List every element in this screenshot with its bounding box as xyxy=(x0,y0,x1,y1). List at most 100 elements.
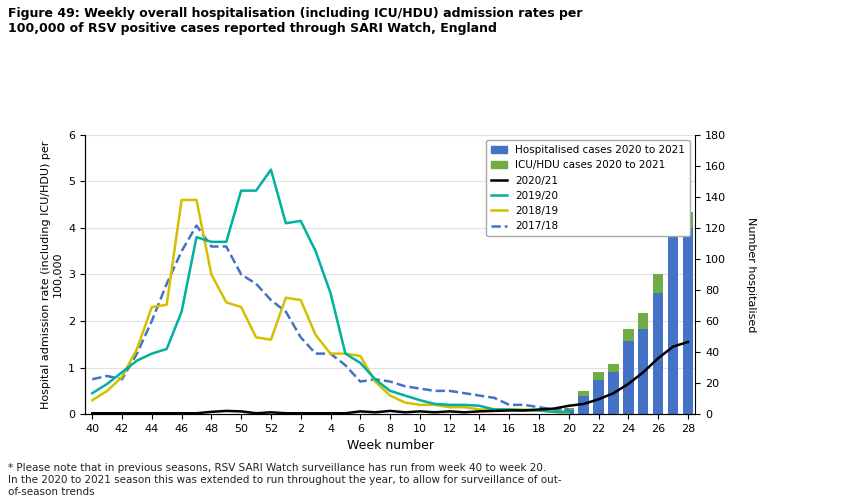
2018/19 xyxy=(519,407,529,413)
2020/21 xyxy=(653,355,663,361)
2017/18 xyxy=(296,334,306,340)
2018/19 xyxy=(355,353,365,359)
2020/21 xyxy=(176,410,187,416)
Bar xyxy=(668,177,678,192)
2020/21 xyxy=(549,406,559,412)
2019/20 xyxy=(489,407,499,413)
2017/18 xyxy=(519,402,529,408)
2020/21 xyxy=(608,390,618,396)
2017/18 xyxy=(355,379,365,385)
2019/20 xyxy=(206,239,216,245)
2017/18 xyxy=(236,271,246,277)
2018/19 xyxy=(117,374,127,380)
2020/21 xyxy=(296,410,306,416)
2020/21 xyxy=(534,407,544,413)
2019/20 xyxy=(564,409,574,415)
2017/18 xyxy=(102,373,112,379)
2020/21 xyxy=(385,408,395,414)
2018/19 xyxy=(504,407,514,413)
2017/18 xyxy=(400,383,410,389)
Y-axis label: Number hospitalised: Number hospitalised xyxy=(745,217,756,332)
Bar xyxy=(638,329,649,414)
2019/20 xyxy=(400,393,410,399)
2019/20 xyxy=(534,408,544,414)
Bar xyxy=(683,228,693,414)
2020/21 xyxy=(564,403,574,409)
2017/18 xyxy=(444,388,455,394)
2017/18 xyxy=(192,223,202,229)
Legend: Hospitalised cases 2020 to 2021, ICU/HDU cases 2020 to 2021, 2020/21, 2019/20, 2: Hospitalised cases 2020 to 2021, ICU/HDU… xyxy=(486,140,690,237)
2019/20 xyxy=(192,234,202,240)
2019/20 xyxy=(266,167,276,173)
Bar xyxy=(608,372,619,414)
2020/21 xyxy=(281,410,291,416)
2019/20 xyxy=(310,248,321,254)
2020/21 xyxy=(117,410,127,416)
X-axis label: Week number: Week number xyxy=(347,440,433,453)
2020/21 xyxy=(668,344,678,350)
2018/19 xyxy=(296,297,306,303)
Bar xyxy=(653,293,663,414)
Bar xyxy=(594,372,604,380)
2018/19 xyxy=(266,337,276,343)
Bar xyxy=(638,313,649,329)
2019/20 xyxy=(296,218,306,224)
2018/19 xyxy=(385,393,395,399)
2019/20 xyxy=(370,376,380,382)
2019/20 xyxy=(340,351,350,357)
2018/19 xyxy=(131,346,142,352)
2017/18 xyxy=(87,376,98,382)
2018/19 xyxy=(564,411,574,417)
2019/20 xyxy=(162,346,172,352)
Bar xyxy=(578,396,589,414)
2018/19 xyxy=(102,388,112,394)
2017/18 xyxy=(504,402,514,408)
2020/21 xyxy=(147,410,157,416)
2017/18 xyxy=(385,379,395,385)
2019/20 xyxy=(131,358,142,364)
2018/19 xyxy=(444,404,455,410)
2018/19 xyxy=(176,197,187,203)
2020/21 xyxy=(251,410,261,416)
2018/19 xyxy=(340,351,350,357)
2020/21 xyxy=(236,408,246,414)
2018/19 xyxy=(162,302,172,308)
Bar xyxy=(594,380,604,414)
2018/19 xyxy=(474,407,484,413)
2017/18 xyxy=(176,248,187,254)
2020/21 xyxy=(400,409,410,415)
2019/20 xyxy=(415,397,425,403)
2017/18 xyxy=(310,351,321,357)
2020/21 xyxy=(192,410,202,416)
2017/18 xyxy=(206,244,216,250)
2018/19 xyxy=(430,402,440,408)
Bar xyxy=(623,341,633,414)
Bar xyxy=(653,274,663,293)
2020/21 xyxy=(444,408,455,414)
2017/18 xyxy=(534,404,544,410)
2020/21 xyxy=(578,401,589,407)
2020/21 xyxy=(326,410,336,416)
2020/21 xyxy=(594,396,604,402)
Line: 2020/21: 2020/21 xyxy=(92,342,688,413)
2020/21 xyxy=(519,408,529,414)
2019/20 xyxy=(519,408,529,414)
2020/21 xyxy=(430,409,440,415)
2020/21 xyxy=(221,408,232,414)
2020/21 xyxy=(131,410,142,416)
2019/20 xyxy=(176,309,187,315)
Line: 2018/19: 2018/19 xyxy=(92,200,569,414)
2018/19 xyxy=(281,295,291,301)
2020/21 xyxy=(415,408,425,414)
2020/21 xyxy=(87,410,98,416)
2018/19 xyxy=(251,334,261,340)
2019/20 xyxy=(326,290,336,296)
2018/19 xyxy=(87,397,98,403)
2019/20 xyxy=(460,402,470,408)
2020/21 xyxy=(266,409,276,415)
2017/18 xyxy=(281,309,291,315)
2017/18 xyxy=(460,390,470,396)
Bar xyxy=(564,408,574,410)
2017/18 xyxy=(430,388,440,394)
2020/21 xyxy=(489,408,499,414)
